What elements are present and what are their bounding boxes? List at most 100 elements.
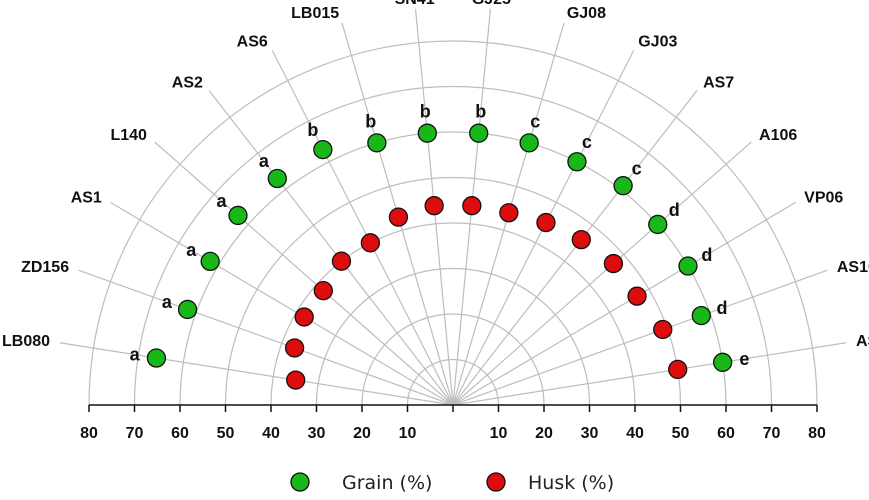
legend-item-grain: Grain (%) [290, 472, 432, 494]
grain-point [613, 176, 633, 196]
husk-point [284, 338, 305, 358]
significance-letter: c [530, 112, 540, 132]
grain-point [712, 352, 733, 372]
significance-letter: d [701, 245, 712, 265]
significance-letter: b [365, 112, 376, 132]
husk-point [571, 229, 591, 250]
significance-letters: a a a a a b b b b c c c d d d e [130, 101, 750, 369]
category-label: AS6 [237, 33, 268, 50]
category-label: GJ03 [638, 33, 677, 50]
grain-point [228, 205, 248, 226]
significance-letter: d [669, 200, 680, 220]
tick-label: 40 [626, 425, 644, 442]
tick-label: 80 [808, 425, 826, 442]
category-label: AS4 [856, 333, 869, 350]
grid-ring [270, 222, 636, 406]
tick-label: 40 [262, 425, 280, 442]
significance-letter: a [259, 151, 270, 171]
category-label: SN41 [395, 0, 435, 8]
significance-letter: a [216, 191, 227, 211]
spoke-line [452, 201, 796, 406]
significance-letter: a [162, 292, 173, 312]
spoke-line [110, 201, 454, 406]
category-label: LB015 [291, 5, 339, 22]
category-label: A106 [759, 127, 797, 144]
tick-label: 10 [490, 425, 508, 442]
category-label: VP06 [804, 189, 843, 206]
spoke-line [452, 269, 828, 406]
spoke-line [271, 50, 454, 406]
grain-point [367, 133, 387, 153]
tick-label: 50 [672, 425, 690, 442]
husk-point [331, 251, 352, 271]
grid-layer [59, 8, 847, 406]
significance-letter: d [716, 298, 727, 318]
tick-label: 60 [171, 425, 189, 442]
significance-letter: a [130, 345, 141, 365]
category-label: AS7 [703, 75, 734, 92]
husk-point [294, 307, 314, 327]
grain-point [200, 251, 220, 272]
husk-point [653, 319, 673, 340]
category-label: GJ08 [567, 5, 606, 22]
tick-label: 20 [353, 425, 371, 442]
radial-axis: 80 70 60 50 40 30 20 10 10 20 30 40 50 60 70 80 [80, 404, 826, 442]
grid-ring [406, 358, 500, 406]
husk-point [313, 281, 333, 301]
grain-point [648, 214, 668, 235]
legend-husk-label: Husk (%) [528, 472, 614, 494]
husk-point [668, 359, 688, 380]
tick-label: 30 [581, 425, 599, 442]
spoke-line [78, 269, 454, 406]
husk-point [627, 286, 647, 306]
grid-ring [133, 85, 773, 406]
tick-label: 10 [399, 425, 417, 442]
significance-letter: e [739, 349, 749, 369]
grid-ring [179, 131, 727, 406]
spoke-line [452, 141, 752, 406]
tick-label: 30 [308, 425, 326, 442]
spoke-line [154, 141, 454, 406]
category-label: ZD156 [21, 259, 69, 276]
significance-letter: c [582, 132, 592, 152]
grain-point [313, 139, 333, 160]
husk-point [360, 233, 381, 253]
significance-letter: a [186, 240, 197, 260]
significance-letter: b [475, 101, 486, 121]
grain-point [519, 133, 539, 153]
category-label: L140 [110, 127, 147, 144]
grain-point [678, 256, 698, 276]
grain-point [417, 123, 437, 143]
category-label: AS2 [172, 75, 203, 92]
significance-letter: b [307, 120, 318, 140]
husk-point [603, 253, 624, 274]
tick-label: 80 [80, 425, 98, 442]
significance-letter: b [420, 101, 431, 121]
significance-letter: c [632, 158, 642, 178]
category-labels: LB080 ZD156 AS1 L140 AS2 AS6 LB015 SN41 GJ25 GJ08… [2, 0, 869, 350]
grain-point [691, 305, 711, 326]
grid-ring [88, 40, 818, 406]
husk-point [286, 370, 306, 390]
grain-point [469, 123, 489, 143]
legend-item-husk: Husk (%) [486, 472, 614, 494]
husk-point [424, 196, 444, 216]
husk-series [284, 196, 688, 390]
grain-point [177, 299, 198, 320]
legend-grain-marker [290, 472, 310, 492]
legend: Grain (%) Husk (%) [290, 472, 614, 494]
tick-label: 20 [535, 425, 553, 442]
legend-grain-label: Grain (%) [342, 472, 432, 494]
grid-ring [315, 267, 591, 406]
grid-ring [361, 313, 545, 406]
grain-point [567, 152, 587, 172]
husk-point [499, 203, 519, 223]
category-label: AS1 [71, 189, 102, 206]
tick-label: 60 [717, 425, 735, 442]
spoke-line [208, 90, 454, 406]
husk-point [462, 196, 482, 216]
spoke-line [452, 90, 698, 406]
tick-label: 70 [126, 425, 144, 442]
grain-point [267, 168, 287, 189]
